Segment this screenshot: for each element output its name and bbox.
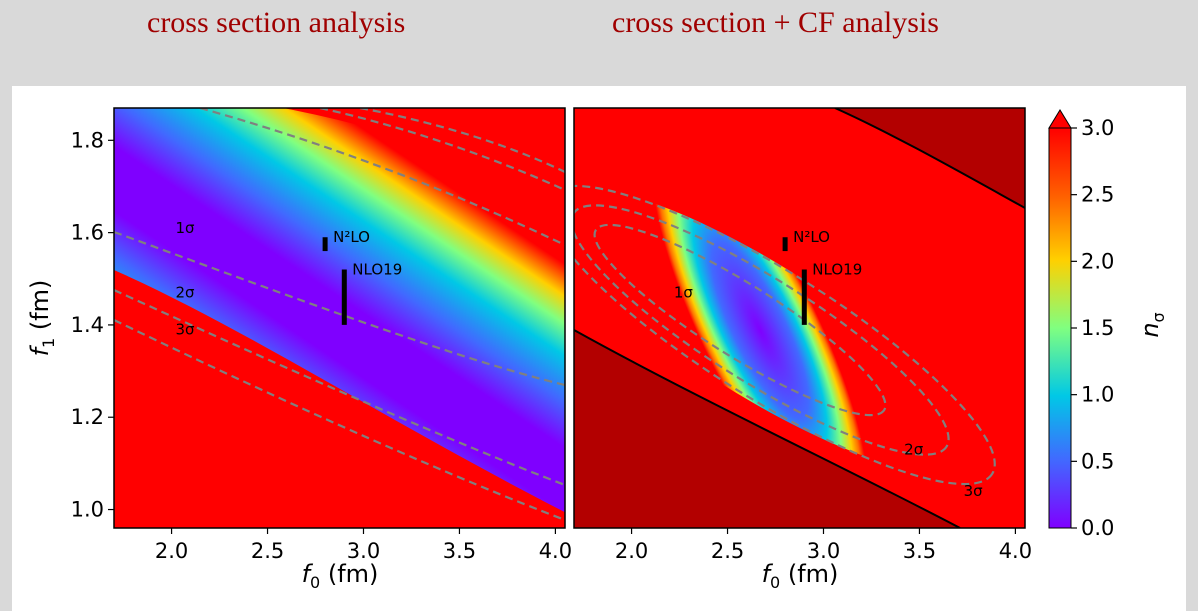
left-point-label: N²LO [333,228,370,246]
colorbar-ticks-layer: 0.0 0.5 1.0 1.5 2.0 2.5 3.0 [1071,116,1114,540]
colorbar-tick-label: 1.0 [1081,383,1114,407]
right-marks-layer: 2.0 2.5 3.0 3.5 4.0 N²LO NLO19 1σ 2σ 3σ [615,228,1032,563]
left-axes-frame [113,107,566,529]
right-excluded-region-lower [574,330,960,528]
left-3sigma-contour [114,319,565,522]
colorbar-tick-label: 2.5 [1081,183,1114,207]
right-xtick-label: 3.0 [807,539,840,563]
colorbar-tick-label: 0.0 [1081,516,1114,540]
colorbar: 0.0 0.5 1.0 1.5 2.0 2.5 3.0 nσ [1048,109,1168,540]
right-lower-boundary-line [574,329,961,528]
right-xlabel: f0 (fm) [762,560,839,592]
colorbar-label: nσ [1136,312,1168,337]
colorbar-gradient [1048,127,1072,529]
left-xtick-label: 4.0 [539,539,572,563]
left-contour-label: 2σ [175,284,195,302]
colorbar-extend-arrow [1048,109,1072,129]
right-point-label: N²LO [793,228,830,246]
left-ytick-label: 1.8 [71,128,104,152]
left-ytick-label: 1.2 [71,405,104,429]
left-contour-label: 1σ [175,219,195,237]
right-upper-boundary-line [834,108,1025,209]
right-xtick-label: 4.0 [999,539,1032,563]
left-xtick-label: 3.0 [347,539,380,563]
right-contour-label: 1σ [674,284,694,302]
colorbar-tick-label: 0.5 [1081,449,1114,473]
right-xtick-label: 2.0 [615,539,648,563]
right-point-label: NLO19 [812,261,862,279]
left-ytick-label: 1.4 [71,313,104,337]
colorbar-tick-label: 2.0 [1081,249,1114,273]
left-xlabel: f0 (fm) [302,560,379,592]
ylabel: f1 (fm) [26,280,58,357]
colorbar-tick-label: 1.5 [1081,316,1114,340]
left-upper-3sigma-contour [359,108,565,173]
left-contour-label: 3σ [175,321,195,339]
left-ytick-label: 1.0 [71,498,104,522]
right-excluded-region-upper [835,108,1025,208]
left-marks-layer: 2.0 2.5 3.0 3.5 4.0 1.0 1.2 1.4 1.6 1.8 N²LO NLO19 1… [71,128,573,563]
right-3sigma-contour [574,184,996,486]
right-xtick-label: 3.5 [903,539,936,563]
right-panel-title: cross section + CF analysis [612,6,939,39]
right-plot-area: 2.0 2.5 3.0 3.5 4.0 N²LO NLO19 1σ 2σ 3σ [573,107,1032,563]
left-panel-title: cross section analysis [147,6,406,39]
right-contour-label: 2σ [904,441,924,459]
right-1sigma-contour [593,223,887,417]
left-2sigma-contour [114,288,565,487]
left-xtick-label: 2.0 [155,539,188,563]
left-xtick-label: 3.5 [443,539,476,563]
left-point-label: NLO19 [352,261,402,279]
right-likelihood-ellipse [574,186,975,474]
left-1sigma-contour [114,230,565,387]
left-plot-area: 2.0 2.5 3.0 3.5 4.0 1.0 1.2 1.4 1.6 1.8 N²LO NLO19 1… [71,107,573,563]
right-xtick-label: 2.5 [711,539,744,563]
right-2sigma-contour [574,204,950,456]
right-contour-label: 3σ [964,482,984,500]
colorbar-tick-label: 3.0 [1081,116,1114,140]
left-upper-2sigma-contour [319,108,565,192]
left-ytick-label: 1.6 [71,221,104,245]
left-upper-1sigma-contour [199,108,565,246]
right-axes-frame [573,107,1026,529]
left-likelihood-band [114,108,565,513]
left-xtick-label: 2.5 [251,539,284,563]
